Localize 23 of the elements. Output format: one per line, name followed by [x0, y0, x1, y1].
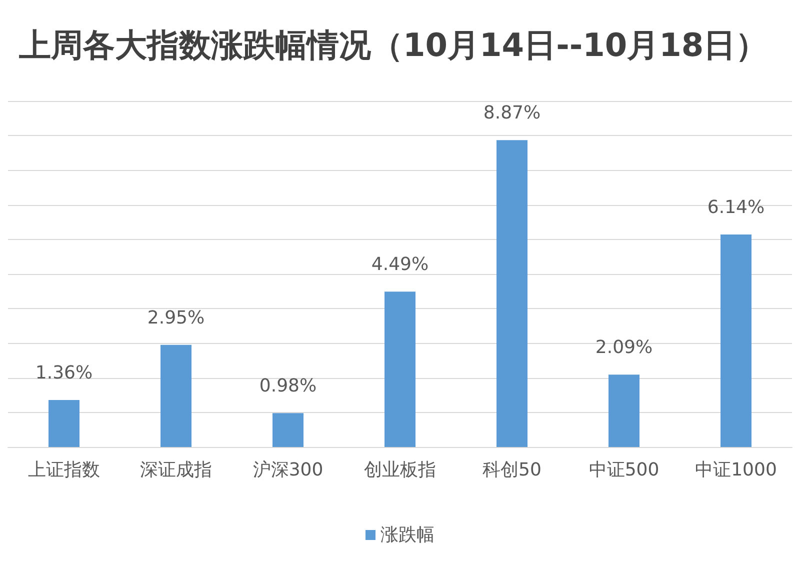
data-label: 2.09%	[595, 337, 653, 358]
x-tick-label: 上证指数	[28, 460, 100, 480]
chart-title: 上周各大指数涨跌幅情况（10月14日--10月18日）	[18, 26, 768, 64]
bar	[720, 234, 752, 447]
legend-label: 涨跌幅	[380, 524, 434, 546]
bar	[160, 344, 192, 447]
x-tick-label: 中证1000	[695, 460, 777, 480]
bar	[496, 140, 528, 447]
data-label: 0.98%	[259, 376, 317, 397]
x-tick-label: 科创50	[482, 460, 542, 480]
x-tick-label: 中证500	[588, 460, 660, 480]
x-tick-label: 深证成指	[140, 460, 212, 480]
x-tick-label: 创业板指	[364, 460, 436, 480]
data-label: 1.36%	[35, 362, 93, 384]
bar	[272, 413, 304, 447]
data-label: 6.14%	[707, 197, 765, 218]
bar	[608, 374, 640, 447]
data-label: 2.95%	[147, 307, 205, 328]
x-tick-label: 沪深300	[252, 460, 324, 480]
bar	[384, 292, 416, 447]
bar	[48, 400, 80, 447]
data-label: 8.87%	[483, 102, 541, 124]
data-label: 4.49%	[371, 254, 429, 276]
